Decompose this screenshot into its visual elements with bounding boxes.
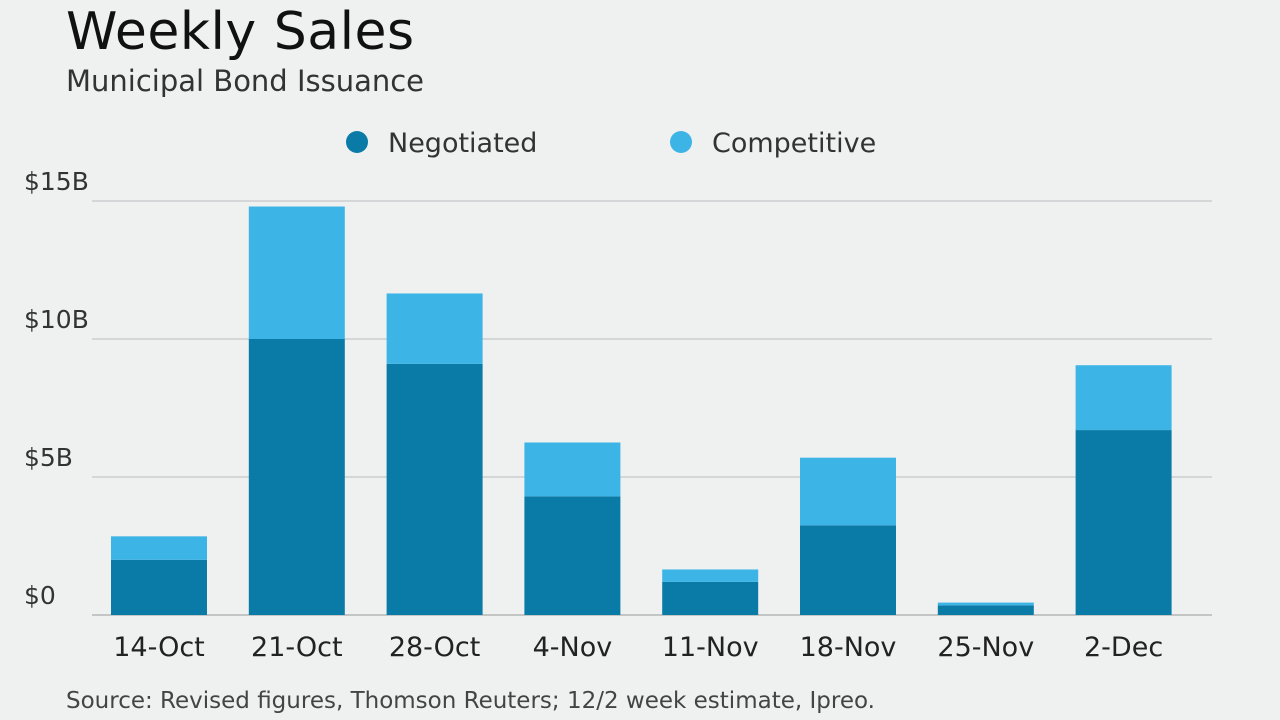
bar-competitive [800, 457, 896, 526]
bar-negotiated [937, 605, 1034, 615]
x-tick-label: 28-Oct [389, 632, 481, 663]
chart-title: Weekly Sales [66, 2, 415, 62]
legend-label-competitive: Competitive [712, 128, 876, 159]
bar-negotiated [662, 581, 759, 615]
bar-negotiated [800, 525, 896, 615]
x-tick-label: 2-Dec [1084, 632, 1163, 663]
bar-competitive [937, 602, 1034, 606]
x-tick-label: 14-Oct [113, 632, 205, 663]
y-tick-label: $10B [24, 305, 89, 334]
x-tick-label: 25-Nov [937, 632, 1034, 663]
x-tick-label: 4-Nov [533, 632, 613, 663]
y-tick-label: $15B [24, 167, 89, 196]
bar-competitive [386, 293, 483, 364]
bar-negotiated [386, 363, 483, 615]
bar-competitive [524, 442, 621, 497]
bar-competitive [1075, 365, 1172, 431]
x-tick-label: 21-Oct [251, 632, 343, 663]
bar-competitive [662, 569, 759, 582]
bar-negotiated [1075, 430, 1172, 615]
source-note: Source: Revised figures, Thomson Reuters… [66, 688, 875, 714]
chart-subtitle: Municipal Bond Issuance [66, 64, 425, 98]
legend-label-negotiated: Negotiated [388, 128, 537, 159]
legend-marker-competitive [670, 131, 692, 153]
legend-marker-negotiated [346, 131, 368, 153]
y-tick-label: $0 [24, 581, 56, 610]
bar-competitive [248, 206, 345, 339]
bar-negotiated [524, 496, 621, 615]
x-tick-label: 11-Nov [662, 632, 759, 663]
bar-negotiated [111, 559, 207, 615]
bar-competitive [111, 536, 207, 560]
bar-negotiated [248, 339, 345, 615]
x-tick-label: 18-Nov [800, 632, 897, 663]
y-tick-label: $5B [24, 443, 73, 472]
